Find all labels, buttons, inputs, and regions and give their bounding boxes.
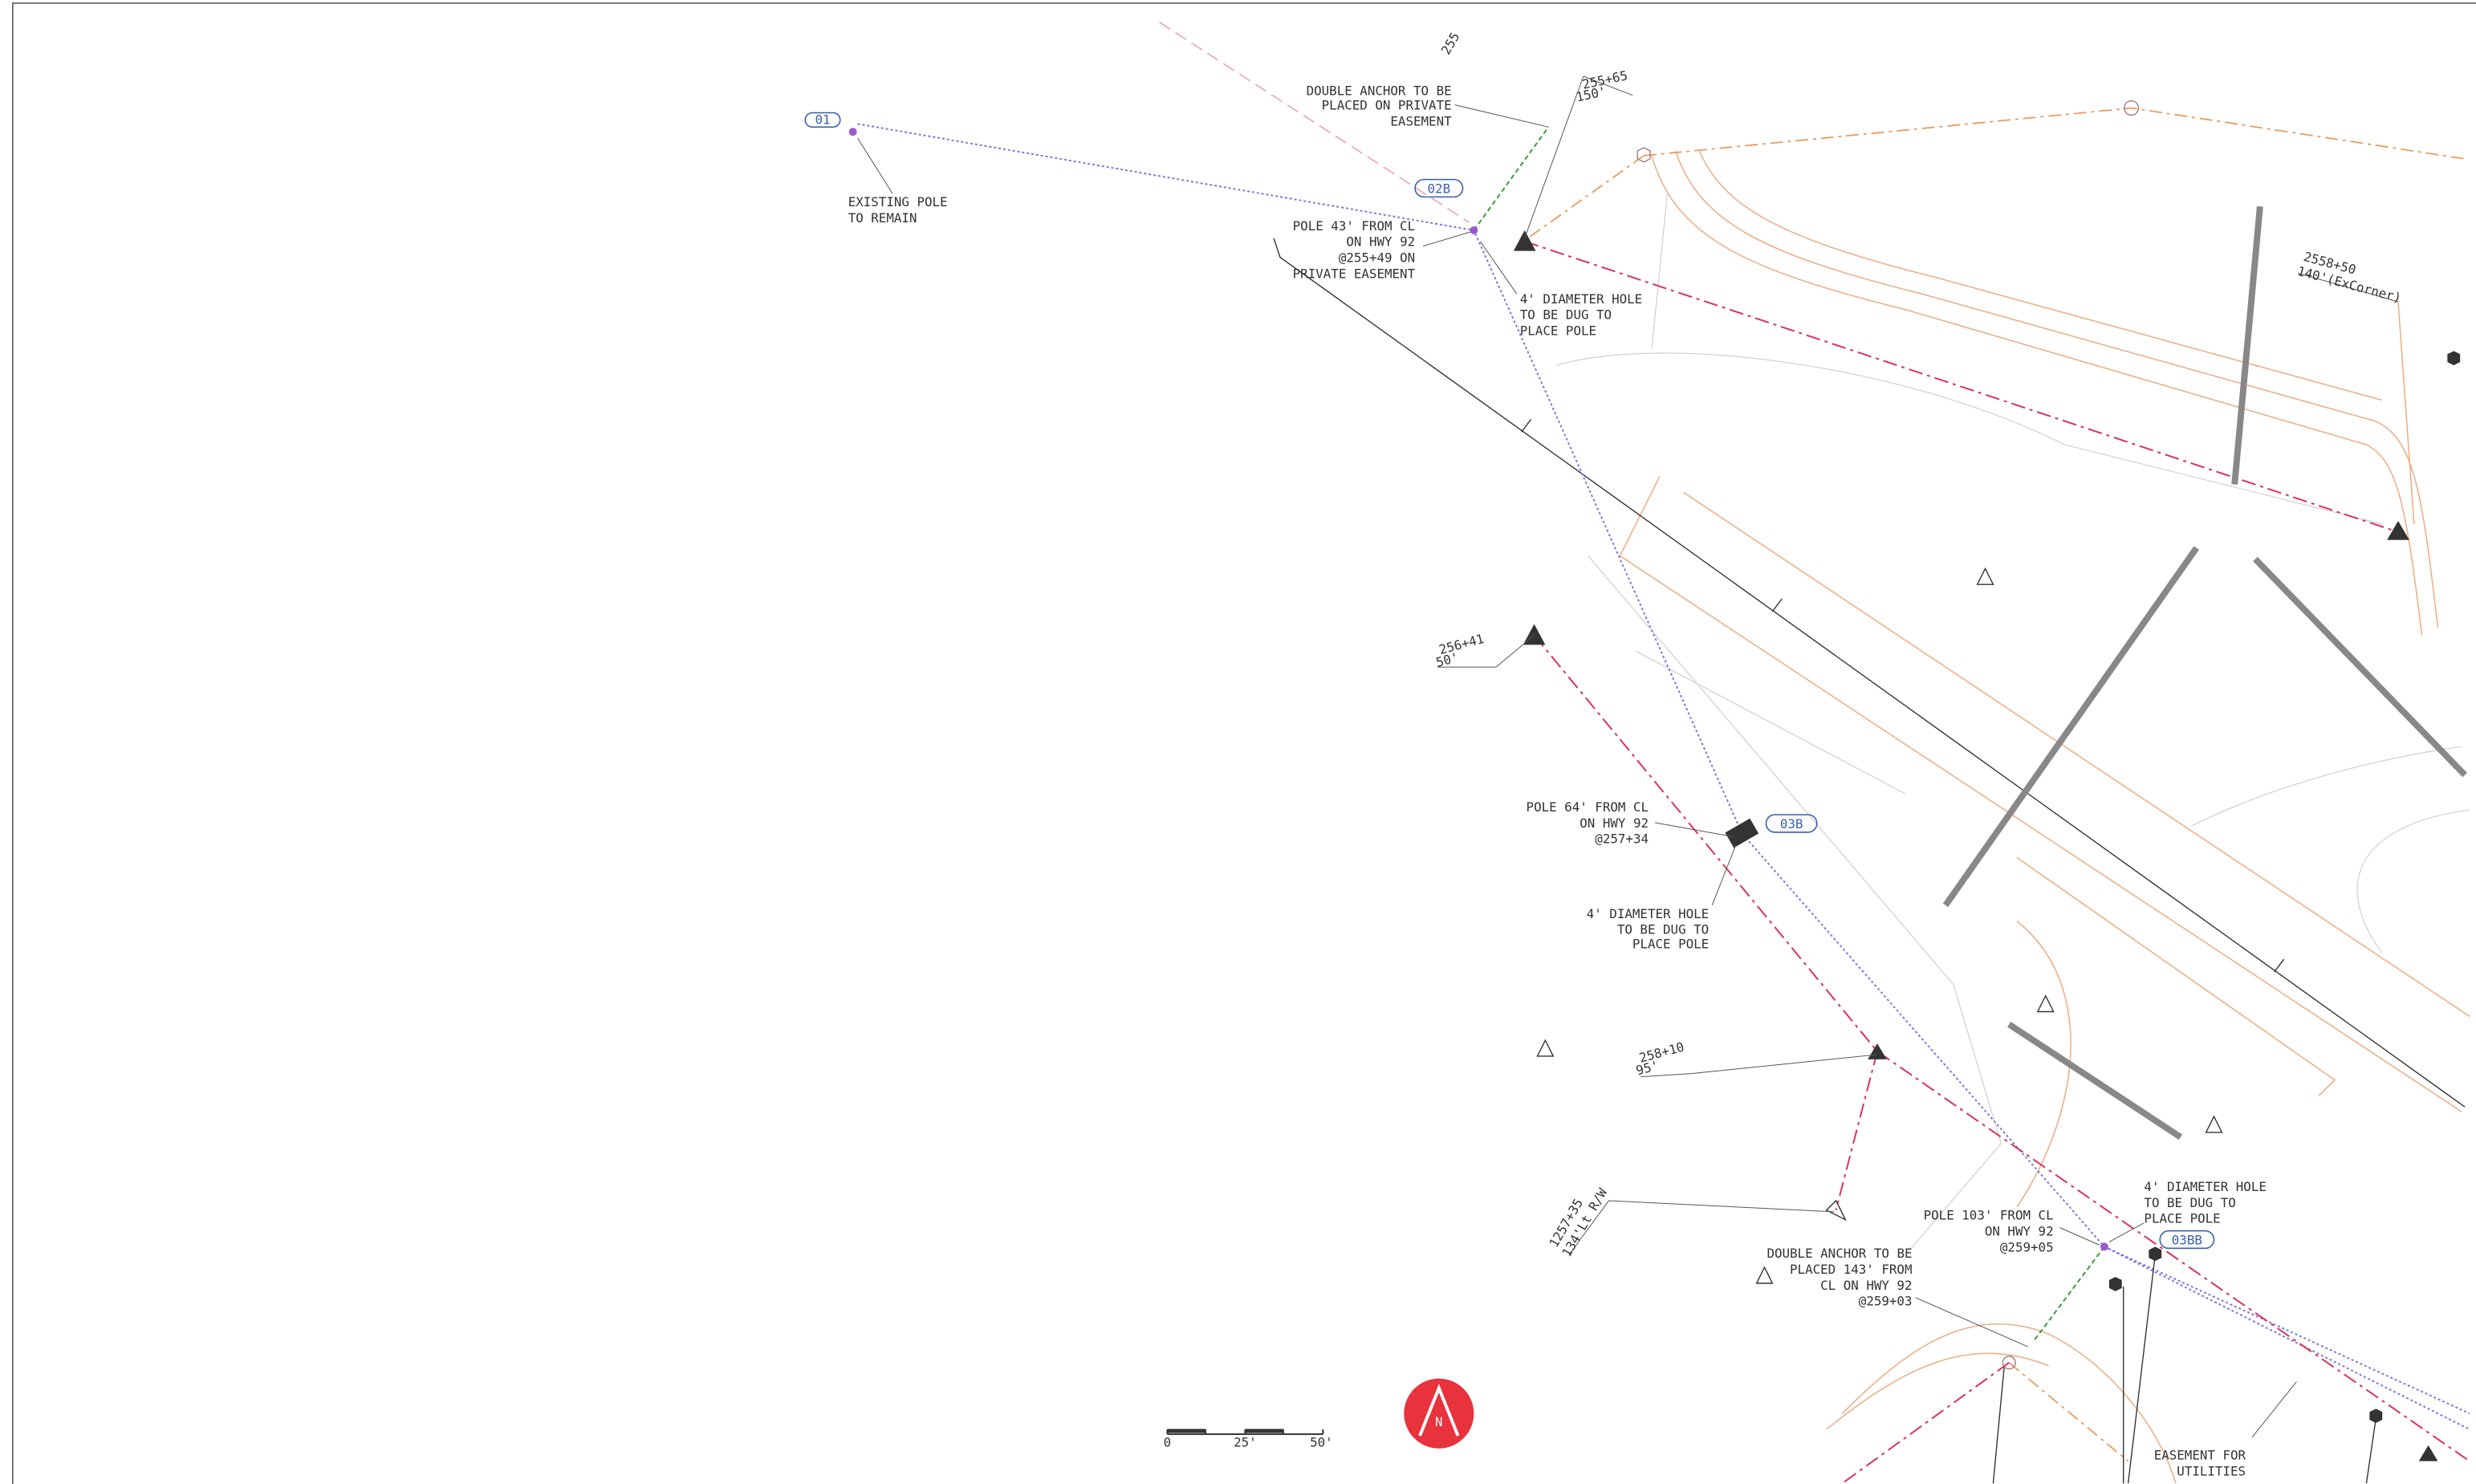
pole-tag: 01 [815,112,831,127]
note: DOUBLE ANCHOR TO BE [1307,83,1452,99]
note: @259+05 [2000,1239,2054,1254]
note: @257+34 [1595,831,1649,847]
note: 4' DIAMETER HOLE [1587,906,1709,921]
note: TO BE DUG TO [1617,922,1709,937]
pole-tag: 03BB [2172,1232,2202,1247]
border [13,3,2476,1484]
pole-tag: 03B [1780,816,1803,831]
note: PRIVATE EASEMENT [1293,266,1416,281]
scale-label: 25' [1234,1435,1257,1450]
note: EASEMENT [1390,113,1452,128]
contour-label: 255 [1438,30,1463,57]
note: TO BE DUG TO [1520,307,1612,323]
scale-label: 0 [1164,1435,1172,1450]
page: {"tags":["01","02B","03B","03BB"], "cont… [0,0,2476,1484]
station-offset: 95' [1634,1058,1661,1079]
note: UTILITIES [2177,1463,2246,1478]
note: POLE 64' FROM CL [1527,799,1649,815]
note: @259+03 [1859,1294,1913,1309]
drawing: 01 02B 03B 03BB 255 EXISTING POLE TO REM… [0,0,2476,1484]
note: POLE 103' FROM CL [1924,1208,2054,1223]
note: DOUBLE ANCHOR TO BE [1767,1246,1912,1261]
linework [849,22,2470,1484]
note: ON HWY 92 [1985,1224,2054,1239]
note: EXISTING POLE [848,194,948,209]
pole-tag: 02B [1428,181,1451,196]
scale-bar: 0 25' 50' [1164,1429,1333,1450]
note: ON HWY 92 [1580,815,1649,831]
north-arrow: N [1404,1379,1474,1449]
note: PLACE POLE [1632,936,1709,951]
note: TO BE DUG TO [2144,1195,2235,1210]
note: EASEMENT FOR [2154,1448,2246,1463]
notes: EXISTING POLE TO REMAIN DOUBLE ANCHOR TO… [848,83,2267,1479]
north-label: N [1435,1414,1443,1429]
scale-label: 50' [1310,1435,1333,1450]
pole-tags: 01 02B 03B 03BB [805,112,2214,1248]
note: TO REMAIN [848,210,917,226]
note: POLE 43' FROM CL [1293,218,1415,234]
note: PLACED ON PRIVATE [1322,98,1452,113]
note: PLACE POLE [2144,1211,2220,1226]
note: 4' DIAMETER HOLE [2144,1179,2266,1194]
note: CL ON HWY 92 [1820,1278,1912,1293]
note: ON HWY 92 [1346,234,1415,250]
note: 4' DIAMETER HOLE [1520,291,1642,307]
note: @255+49 ON [1339,250,1415,266]
note: PLACED 143' FROM [1790,1262,1912,1277]
note: PLACE POLE [1520,323,1596,339]
